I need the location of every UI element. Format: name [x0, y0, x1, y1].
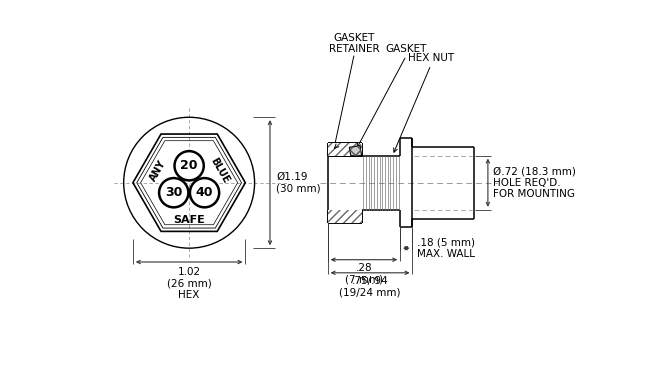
Circle shape [190, 178, 219, 207]
Text: .75/.94
(19/24 mm): .75/.94 (19/24 mm) [339, 276, 401, 297]
Text: Ø.72 (18.3 mm)
HOLE REQ'D.
FOR MOUNTING: Ø.72 (18.3 mm) HOLE REQ'D. FOR MOUNTING [493, 166, 575, 199]
Text: 20: 20 [181, 159, 198, 172]
Text: .18 (5 mm)
MAX. WALL: .18 (5 mm) MAX. WALL [417, 237, 475, 259]
Text: BLUE: BLUE [209, 156, 231, 185]
Bar [328, 142, 361, 156]
Polygon shape [349, 146, 361, 156]
Text: GASKET: GASKET [385, 44, 427, 54]
Text: GASKET
RETAINER: GASKET RETAINER [329, 33, 379, 54]
Text: 30: 30 [165, 186, 183, 199]
Text: SAFE: SAFE [174, 215, 205, 225]
Text: .28
(7 mm): .28 (7 mm) [345, 263, 383, 284]
Text: Ø1.19
(30 mm): Ø1.19 (30 mm) [276, 172, 320, 193]
Circle shape [159, 178, 188, 207]
Text: HEX NUT: HEX NUT [408, 53, 454, 63]
Circle shape [174, 151, 203, 180]
Bar [328, 210, 361, 223]
Text: 1.02
(26 mm)
HEX: 1.02 (26 mm) HEX [167, 267, 211, 300]
Text: 40: 40 [196, 186, 213, 199]
Text: ANY: ANY [148, 158, 168, 183]
